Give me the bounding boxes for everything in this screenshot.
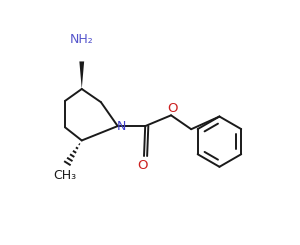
- Polygon shape: [80, 61, 84, 89]
- Text: CH₃: CH₃: [53, 169, 76, 182]
- Text: N: N: [117, 120, 126, 133]
- Text: O: O: [138, 159, 148, 172]
- Text: NH₂: NH₂: [70, 33, 94, 46]
- Text: O: O: [167, 102, 178, 115]
